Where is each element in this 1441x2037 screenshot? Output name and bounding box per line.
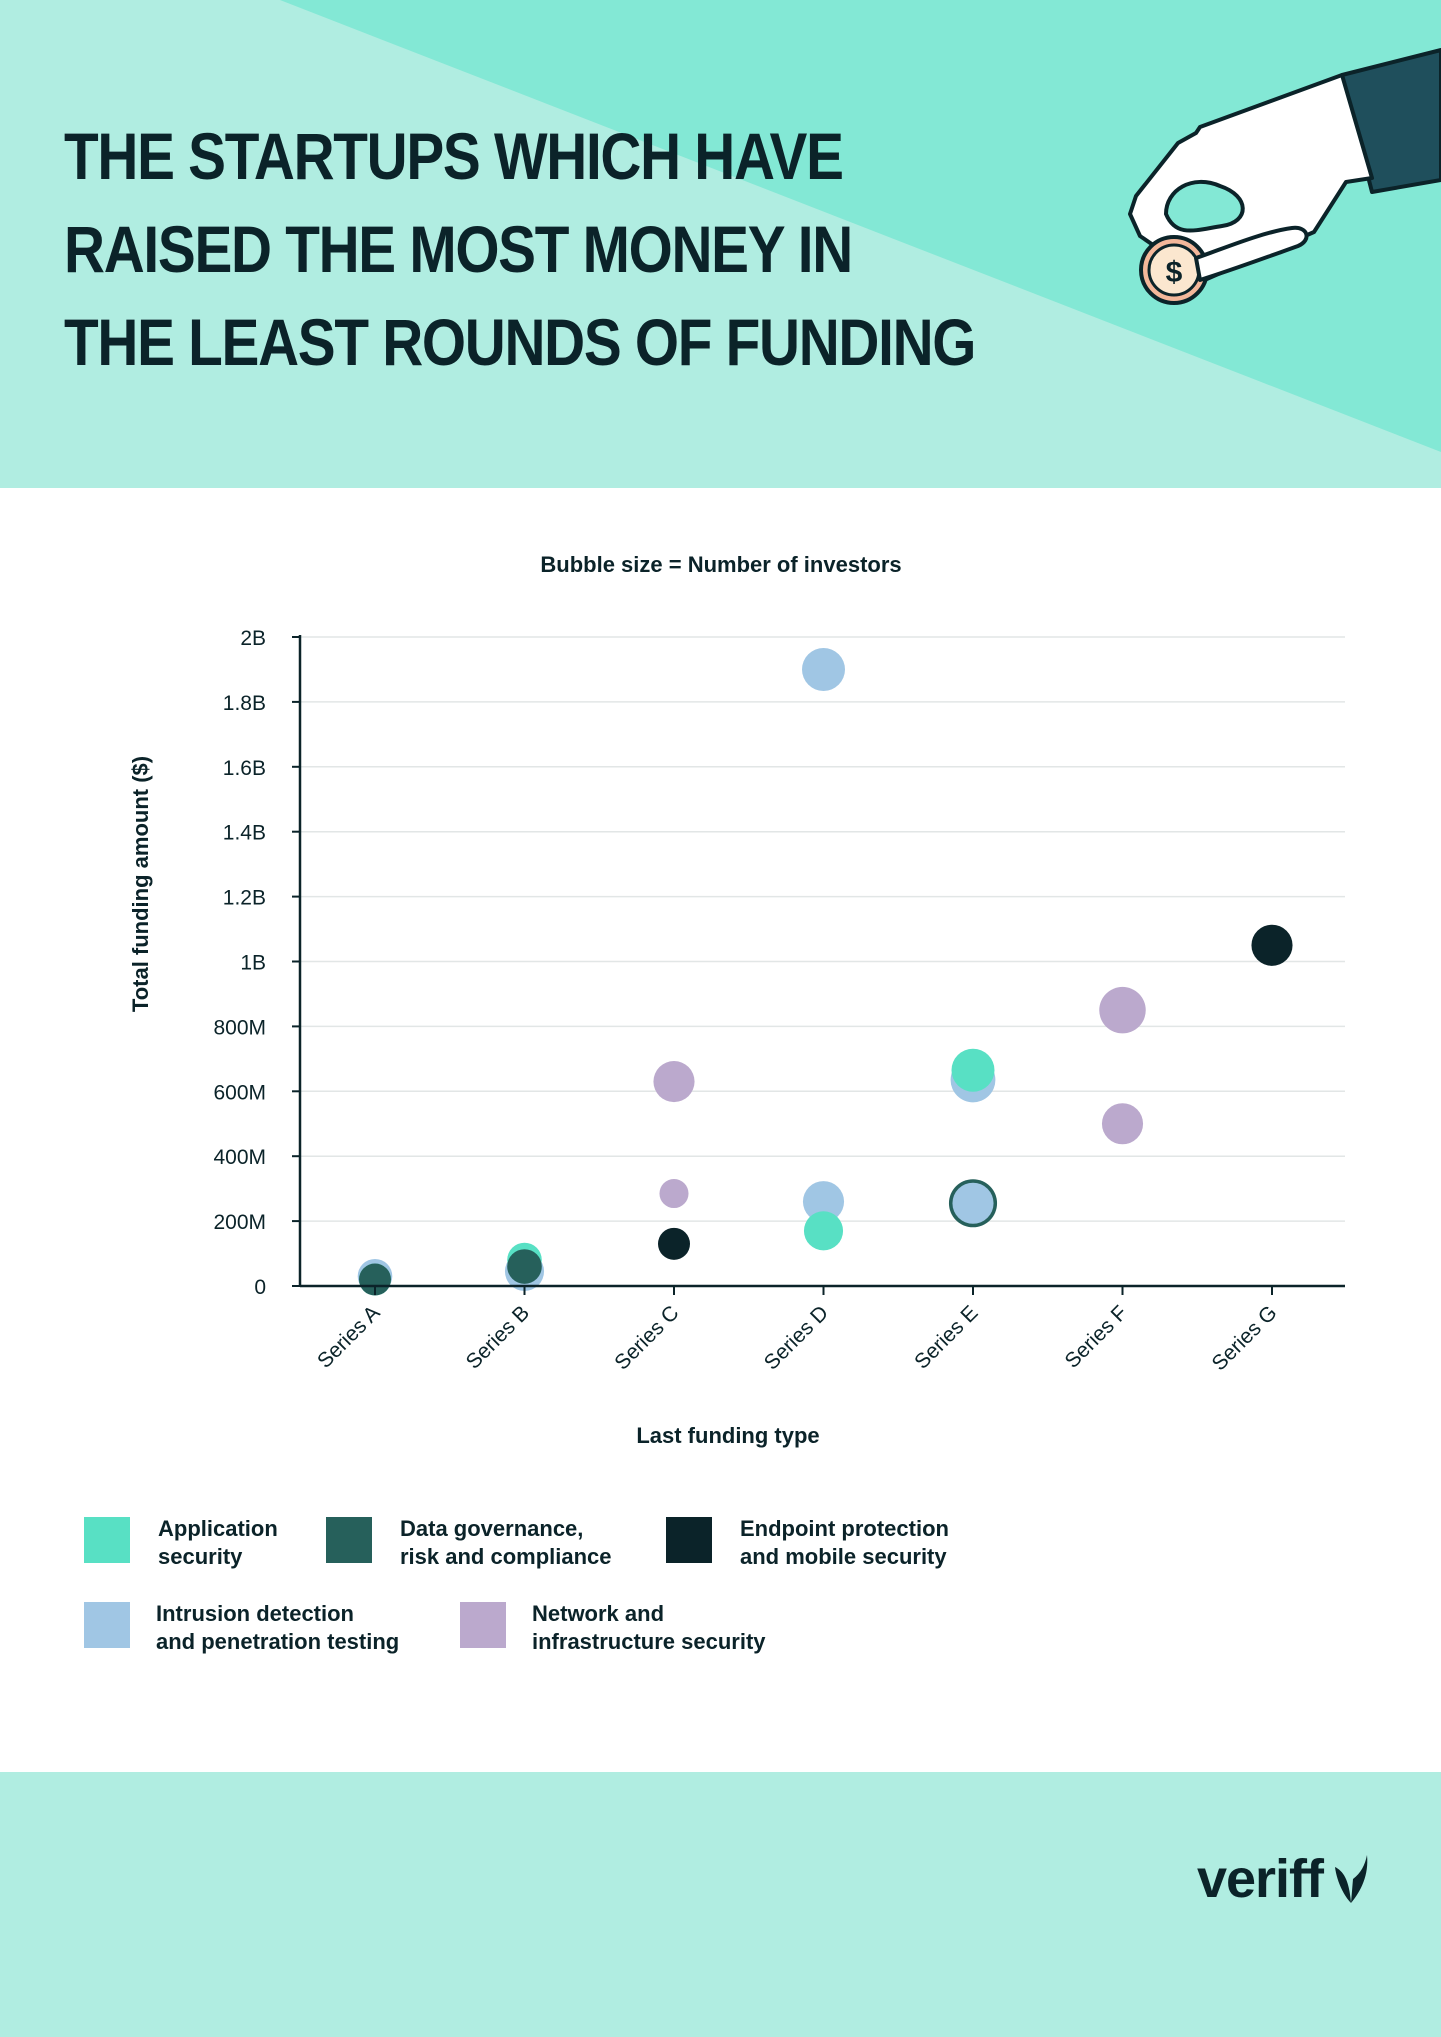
legend-label: Application security xyxy=(158,1516,278,1569)
chart-subtitle: Bubble size = Number of investors xyxy=(540,552,901,577)
x-tick-label: Series D xyxy=(760,1301,833,1374)
footer-banner: veriff xyxy=(0,1772,1441,2037)
title-line-3: THE LEAST ROUNDS OF FUNDING xyxy=(64,305,976,379)
x-axis-title: Last funding type xyxy=(636,1423,819,1448)
legend-label: Data governance, risk and compliance xyxy=(400,1516,612,1569)
bubble xyxy=(802,1181,845,1223)
legend-swatch xyxy=(666,1517,712,1563)
y-tick-label: 2B xyxy=(240,627,266,650)
bubble-chart: Bubble size = Number of investors 0 200M 4… xyxy=(128,552,1345,1448)
bubble xyxy=(1101,1103,1144,1145)
bubble xyxy=(659,1178,689,1209)
legend-swatch xyxy=(84,1602,130,1648)
page-title: THE STARTUPS WHICH HAVE RAISED THE MOST … xyxy=(64,110,1010,389)
bubble xyxy=(359,1263,391,1296)
y-tick-label: 1B xyxy=(240,952,266,975)
coin-symbol: $ xyxy=(1166,256,1183,289)
bubble xyxy=(802,647,845,691)
legend-swatch xyxy=(460,1602,506,1648)
title-line-2: RAISED THE MOST MONEY IN xyxy=(64,212,853,286)
title-line-1: THE STARTUPS WHICH HAVE xyxy=(64,119,844,193)
bubble xyxy=(658,1227,690,1260)
x-tick-label: Series A xyxy=(313,1301,385,1373)
legend-swatch xyxy=(84,1517,130,1563)
y-tick-label: 1.8B xyxy=(223,692,266,715)
x-tick-label: Series F xyxy=(1060,1301,1132,1373)
y-tick-label: 0 xyxy=(254,1276,266,1299)
x-tick-label: Series G xyxy=(1207,1301,1281,1375)
x-tick-label: Series B xyxy=(462,1301,534,1373)
legend-item: Application security xyxy=(84,1515,278,1571)
y-tick-label: 400M xyxy=(213,1146,266,1169)
bubble xyxy=(952,1182,994,1224)
legend-swatch xyxy=(326,1517,372,1563)
header-accent-shape xyxy=(280,0,1441,452)
legend-label: Network and infrastructure security xyxy=(532,1601,766,1654)
y-tick-label: 1.2B xyxy=(223,887,266,910)
veriff-leaf-icon xyxy=(1335,1855,1368,1903)
bubbles xyxy=(357,647,1293,1296)
bubble xyxy=(1099,986,1146,1034)
hand-holding-coin-icon: $ xyxy=(1128,48,1441,305)
x-tick-label: Series E xyxy=(910,1301,982,1373)
legend-item: Endpoint protection and mobile security xyxy=(666,1515,949,1571)
brand-logo: veriff xyxy=(1197,1848,1371,1910)
legend-item: Data governance, risk and compliance xyxy=(326,1515,612,1571)
header-banner: THE STARTUPS WHICH HAVE RAISED THE MOST … xyxy=(0,0,1441,488)
bubble xyxy=(951,1048,995,1092)
legend-label: Endpoint protection and mobile security xyxy=(740,1516,949,1569)
bubble xyxy=(803,1211,844,1251)
legend-label: Intrusion detection and penetration test… xyxy=(156,1601,400,1654)
y-tick-label: 600M xyxy=(213,1081,266,1104)
legend-item: Network and infrastructure security xyxy=(460,1600,766,1656)
x-tick-label: Series C xyxy=(610,1301,683,1374)
bubble xyxy=(1251,924,1293,966)
y-tick-label: 1.6B xyxy=(223,757,266,780)
y-tick-label: 200M xyxy=(213,1211,266,1234)
y-tick-label: 1.4B xyxy=(223,822,266,845)
legend-item: Intrusion detection and penetration test… xyxy=(84,1600,399,1656)
y-tick-label: 800M xyxy=(213,1016,266,1039)
y-axis-title: Total funding amount ($) xyxy=(128,756,153,1012)
brand-wordmark: veriff xyxy=(1196,1849,1324,1909)
bubble xyxy=(507,1249,542,1284)
bubble xyxy=(653,1061,695,1103)
gridlines xyxy=(300,636,1345,1222)
